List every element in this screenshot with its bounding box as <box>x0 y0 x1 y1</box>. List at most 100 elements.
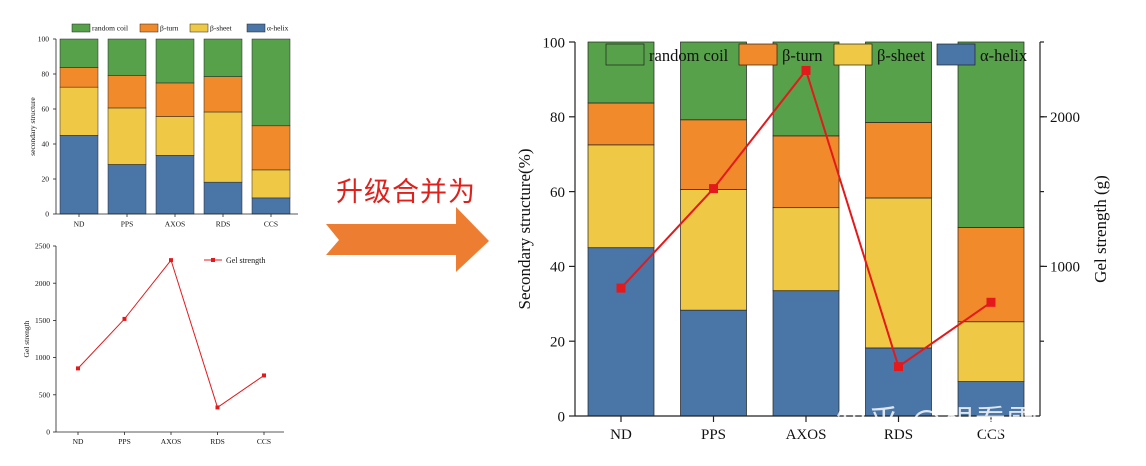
bar-segment <box>680 119 747 190</box>
bar-segment <box>680 189 747 311</box>
y-axis-label: secondary structure <box>28 97 37 156</box>
bar-segment <box>155 155 195 215</box>
x-tick-label: ND <box>74 220 85 229</box>
legend-swatch <box>246 23 266 33</box>
x-tick-label: ND <box>610 427 632 443</box>
bar-segment <box>203 38 243 77</box>
gel-strength-point <box>616 283 626 293</box>
bar-segment <box>251 169 291 199</box>
legend-swatch <box>139 23 159 33</box>
y-tick-label: 80 <box>550 110 565 126</box>
x-tick-label: AXOS <box>786 427 827 443</box>
y2-tick-label: 2000 <box>1050 110 1080 126</box>
bar-segment <box>107 107 147 165</box>
y-tick-label: 60 <box>550 185 565 201</box>
bar-segment <box>587 247 655 417</box>
bar-segment <box>957 227 1025 323</box>
y-tick-label: 40 <box>550 260 565 276</box>
chart-gel-strength: 0 500 1000 1500 2000 2500 ND PPS AXOS RDS CCS Gel s… <box>22 242 284 446</box>
bar-segment <box>155 116 195 156</box>
legend-swatch <box>71 23 91 33</box>
y2-axis-label: Gel strength (g) <box>1091 175 1110 283</box>
legend-label: α-helix <box>980 46 1028 65</box>
legend-label: random coil <box>649 46 729 65</box>
legend-label: β-turn <box>782 46 822 65</box>
y-tick-label: 0 <box>558 409 566 425</box>
x-tick-label: CCS <box>977 427 1005 443</box>
arrow-caption: 升级合并为 <box>336 177 476 208</box>
x-tick-label: RDS <box>216 220 231 229</box>
x-tick-label: PPS <box>121 220 134 229</box>
x-tick-label: RDS <box>210 437 225 446</box>
x-tick-label: CCS <box>264 220 278 229</box>
bar-segment <box>203 76 243 113</box>
bar-segment <box>772 290 840 417</box>
gel-strength-point <box>894 362 903 372</box>
bar-segment <box>680 309 747 417</box>
legend-label: β-turn <box>160 24 179 33</box>
bar-segment <box>251 197 291 215</box>
bar-segment <box>203 111 243 183</box>
y-tick-label: 0 <box>45 210 49 219</box>
y2-tick-label: 1000 <box>1050 259 1080 275</box>
gel-strength-line <box>77 259 265 409</box>
legend-marker <box>211 258 215 262</box>
bar-segment <box>865 41 932 123</box>
y-tick-label: 100 <box>38 35 50 44</box>
y-tick-label: 2500 <box>35 242 50 251</box>
bar-segment <box>59 67 99 88</box>
bar-segment <box>155 38 195 84</box>
gel-strength-point <box>215 405 220 410</box>
bar-segment <box>203 181 243 215</box>
legend-swatch <box>936 43 976 66</box>
bar-segment <box>59 86 99 136</box>
gel-strength-point <box>709 184 718 194</box>
x-tick-label: AXOS <box>161 437 181 446</box>
x-tick-label: AXOS <box>165 220 185 229</box>
x-tick-label: PPS <box>118 437 131 446</box>
gel-strength-point <box>262 373 266 378</box>
x-tick-label: RDS <box>884 427 913 443</box>
legend-swatch <box>833 43 873 66</box>
bar-segment <box>107 38 147 76</box>
bar-segment <box>865 122 932 199</box>
y-axis-label: Secondary structure(%) <box>515 149 534 310</box>
y-tick-label: 20 <box>42 175 50 184</box>
x-tick-label: CCS <box>257 437 271 446</box>
gel-strength-point <box>801 65 811 75</box>
watermark: 知乎 @想看雪的瓜 <box>836 404 1103 440</box>
legend-label: Gel strength <box>226 256 265 265</box>
gel-strength-point <box>122 316 127 321</box>
bar-segment <box>865 197 932 349</box>
y-tick-label: 60 <box>42 105 50 114</box>
bar-segment <box>251 125 291 171</box>
legend-label: α-helix <box>267 24 289 33</box>
arrow-shape <box>326 207 489 272</box>
gel-strength-point <box>76 366 80 371</box>
bar-segment <box>957 381 1025 417</box>
x-tick-label: PPS <box>701 427 726 443</box>
y-tick-label: 1000 <box>35 353 50 362</box>
bar-segment <box>587 144 655 249</box>
bar-segment <box>680 41 747 121</box>
chart-combined: 0 20 40 60 80 100 ND PPS AXOS RDS CCS Secondary str… <box>515 35 1110 443</box>
chart-secondary-structure: 0 20 40 60 80 100 ND PPS AXOS RDS CCS secondary str… <box>28 24 298 229</box>
y-axis-label: Gel strength <box>22 320 31 357</box>
bar-segment <box>772 207 840 292</box>
x-tick-label: ND <box>73 437 84 446</box>
legend-swatch <box>605 43 645 66</box>
bar-segment <box>587 102 655 146</box>
gel-strength-point <box>986 297 996 307</box>
bar-segment <box>155 82 195 117</box>
y-tick-label: 2000 <box>35 279 50 288</box>
y-tick-label: 0 <box>46 428 50 437</box>
y-tick-label: 20 <box>550 334 565 350</box>
y-tick-label: 1500 <box>35 316 50 325</box>
bar-segment <box>59 38 99 68</box>
legend-swatch <box>189 23 209 33</box>
legend-label: random coil <box>92 24 128 33</box>
y-tick-label: 100 <box>543 35 566 51</box>
legend-label: β-sheet <box>210 24 233 33</box>
bar-segment <box>59 135 99 215</box>
